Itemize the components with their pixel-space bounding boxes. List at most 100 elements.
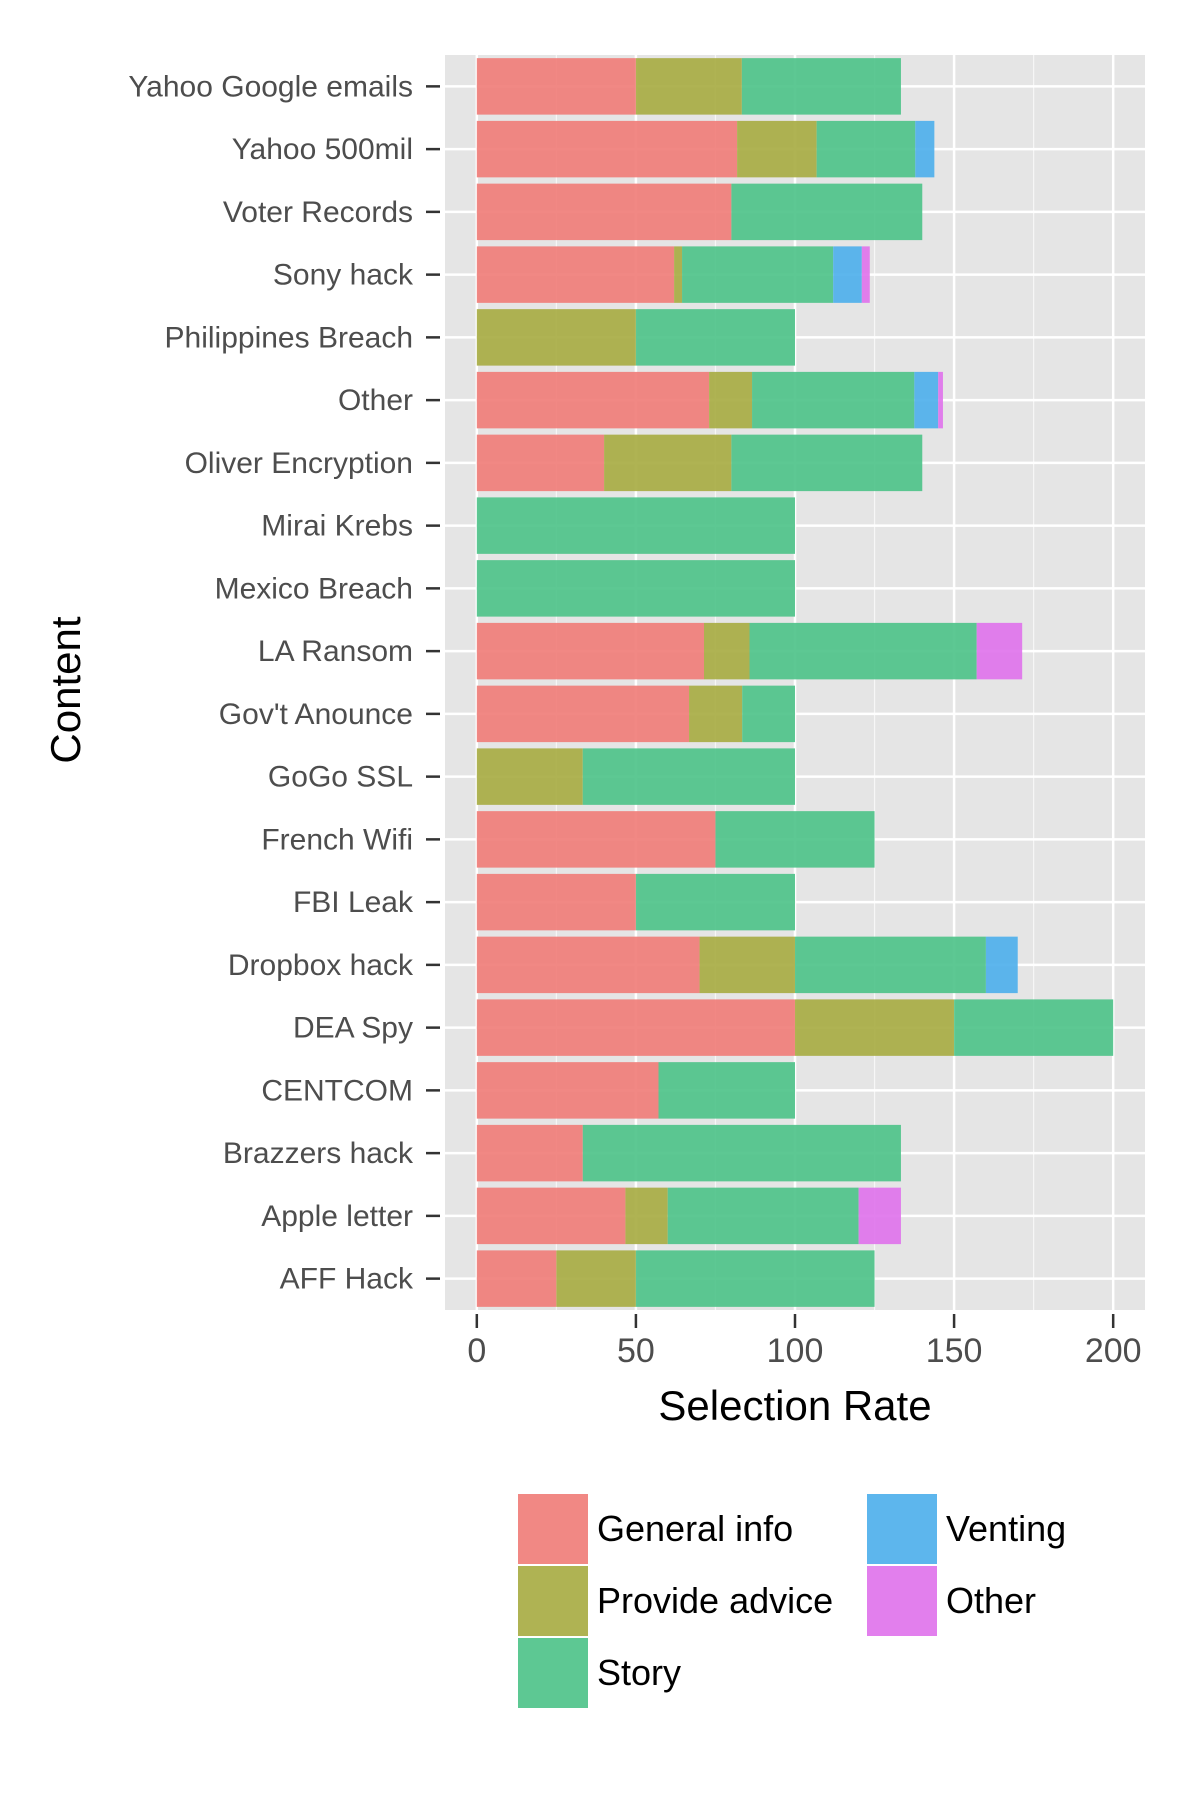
bar-segment	[985, 936, 1018, 994]
legend-swatch	[516, 1564, 590, 1638]
bar-segment	[476, 622, 704, 680]
y-tick-label: Brazzers hack	[223, 1137, 414, 1170]
bar-segment	[635, 1250, 875, 1307]
bar-segment	[635, 873, 795, 931]
y-tick-label: Dropbox hack	[228, 949, 414, 982]
bar-segment	[737, 120, 817, 178]
y-tick-label: GoGo SSL	[268, 761, 413, 794]
bar-segment	[604, 434, 732, 492]
bar-segment	[731, 183, 923, 241]
bar-segment	[709, 371, 753, 429]
legend-label: Story	[597, 1652, 681, 1693]
y-tick-label: Apple letter	[261, 1200, 413, 1233]
bar-segment	[476, 1124, 583, 1182]
bar-segment	[674, 246, 683, 303]
bar-segment	[476, 685, 690, 743]
legend-swatch	[516, 1492, 590, 1566]
y-tick-label: AFF Hack	[280, 1263, 414, 1296]
bar-segment	[704, 622, 750, 680]
bar-segment	[915, 120, 935, 178]
y-tick-label: Mirai Krebs	[261, 510, 413, 543]
y-tick-label: Sony hack	[273, 259, 414, 292]
bar-segment	[582, 1124, 901, 1182]
bar-segment	[476, 246, 675, 303]
bar-segment	[476, 309, 636, 366]
bar-segment	[476, 58, 636, 115]
legend-swatch	[865, 1564, 939, 1638]
bar-segment	[699, 936, 795, 994]
bar-segment	[476, 1187, 626, 1245]
bar-segment	[476, 873, 636, 931]
legend-label: Venting	[946, 1508, 1066, 1549]
bar-segment	[476, 183, 732, 241]
bar-segment	[742, 685, 795, 743]
bar-segment	[476, 936, 700, 994]
bar-segment	[476, 811, 716, 868]
y-axis-title: Content	[42, 616, 89, 763]
bar-segment	[476, 434, 605, 492]
y-axis: Yahoo Google emails Yahoo 500mil Voter Rec…	[128, 70, 440, 1296]
bar-segment	[795, 936, 986, 994]
bar-segment	[816, 120, 916, 178]
x-axis: 0 50 100 150 200	[467, 1314, 1142, 1370]
legend: General info Provide advice Story Venting Ot…	[516, 1492, 1066, 1710]
bar-segment	[476, 1062, 659, 1119]
bar-segment	[476, 1250, 557, 1307]
bar-segment	[833, 246, 862, 303]
bar-segment	[476, 748, 583, 805]
bar-segment	[741, 58, 901, 115]
x-tick-label: 100	[767, 1332, 824, 1370]
y-tick-label: Gov't Anounce	[219, 698, 413, 731]
legend-label: Other	[946, 1580, 1036, 1621]
bars	[476, 58, 1114, 1307]
bar-segment	[731, 434, 923, 492]
legend-swatch	[865, 1492, 939, 1566]
bar-segment	[635, 58, 742, 115]
y-tick-label: Voter Records	[223, 196, 413, 229]
bar-segment	[682, 246, 834, 303]
y-tick-label: FBI Leak	[293, 886, 414, 919]
x-axis-title: Selection Rate	[658, 1382, 931, 1429]
bar-segment	[635, 309, 795, 366]
y-tick-label: Oliver Encryption	[185, 447, 413, 480]
x-tick-label: 150	[926, 1332, 983, 1370]
y-tick-label: Yahoo 500mil	[232, 133, 413, 166]
bar-segment	[582, 748, 795, 805]
x-tick-label: 200	[1085, 1332, 1142, 1370]
bar-segment	[476, 371, 710, 429]
bar-segment	[476, 560, 795, 617]
legend-label: Provide advice	[597, 1580, 833, 1621]
bar-segment	[667, 1187, 859, 1245]
bar-segment	[749, 622, 977, 680]
bar-segment	[954, 999, 1114, 1056]
bar-segment	[556, 1250, 636, 1307]
bar-segment	[976, 622, 1023, 680]
x-tick-label: 0	[467, 1332, 486, 1370]
bar-segment	[476, 999, 795, 1056]
y-tick-label: Other	[338, 384, 413, 417]
y-tick-label: Philippines Breach	[165, 321, 413, 354]
y-tick-label: CENTCOM	[261, 1074, 413, 1107]
legend-swatch	[516, 1636, 590, 1710]
bar-segment	[689, 685, 743, 743]
bar-segment	[476, 120, 738, 178]
bar-segment	[715, 811, 875, 868]
legend-label: General info	[597, 1508, 793, 1549]
y-tick-label: LA Ransom	[258, 635, 413, 668]
bar-segment	[658, 1062, 795, 1119]
y-tick-label: Yahoo Google emails	[128, 70, 413, 103]
bar-segment	[938, 371, 943, 429]
x-tick-label: 50	[617, 1332, 655, 1370]
y-tick-label: French Wifi	[261, 823, 413, 856]
bar-segment	[625, 1187, 668, 1245]
bar-segment	[476, 497, 795, 554]
bar-segment	[861, 246, 870, 303]
y-tick-label: Mexico Breach	[215, 572, 413, 605]
bar-segment	[914, 371, 939, 429]
y-tick-label: DEA Spy	[293, 1012, 413, 1045]
bar-segment	[752, 371, 915, 429]
bar-segment	[795, 999, 955, 1056]
bar-segment	[858, 1187, 901, 1245]
